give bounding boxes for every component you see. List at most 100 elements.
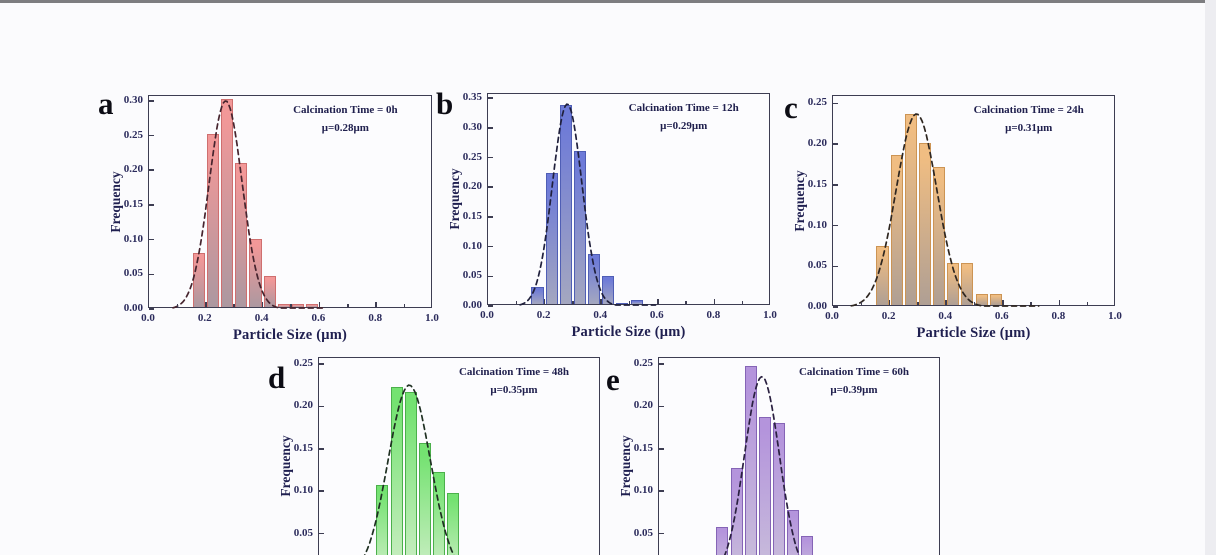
histogram-bar-c-4 <box>933 167 946 305</box>
x-axis-title-b: Particle Size (μm) <box>571 324 686 340</box>
y-tick-label-e-5: 0.25 <box>633 356 653 369</box>
histogram-bar-c-1 <box>890 155 903 305</box>
y-tick-d <box>319 532 324 535</box>
histogram-bar-b-5 <box>602 276 615 304</box>
x-minor-tick-c <box>1086 302 1089 305</box>
x-minor-tick-b <box>657 299 659 304</box>
y-tick-b <box>488 216 493 218</box>
y-tick-a <box>149 100 154 102</box>
x-minor-tick-b <box>543 299 546 304</box>
y-tick-label-c-1: 0.05 <box>807 259 827 272</box>
y-tick-label-a-3: 0.15 <box>123 197 143 210</box>
y-tick-label-b-3: 0.15 <box>462 209 482 222</box>
y-tick-b <box>488 275 493 278</box>
x-tick-label-c-1: 0.2 <box>881 310 896 322</box>
y-tick-b <box>488 245 493 248</box>
y-tick-c <box>833 184 838 186</box>
x-tick-label-c-4: 0.8 <box>1051 310 1066 322</box>
y-tick-label-c-5: 0.25 <box>807 96 827 109</box>
y-tick-label-d-4: 0.20 <box>293 399 313 412</box>
x-minor-tick-b <box>515 301 518 304</box>
x-minor-tick-c <box>1002 300 1004 305</box>
panel-letter-c: c <box>784 90 798 125</box>
annotation-title-c: Calcination Time = 24h <box>973 104 1084 116</box>
y-tick-label-c-2: 0.10 <box>807 218 827 231</box>
y-axis-title-c: Frequency <box>792 169 807 232</box>
x-tick-label-b-4: 0.8 <box>706 309 721 321</box>
x-minor-tick-a <box>347 304 349 307</box>
x-tick-label-b-5: 1.0 <box>763 309 777 321</box>
y-tick-c <box>833 306 838 308</box>
plot-area-b <box>487 93 770 307</box>
plot-area-c <box>832 95 1115 308</box>
histogram-bar-e-1 <box>730 467 743 555</box>
y-tick-label-c-4: 0.20 <box>807 137 827 150</box>
y-tick-d <box>319 363 324 365</box>
y-tick-e <box>659 448 664 450</box>
x-minor-tick-a <box>403 304 406 307</box>
y-tick-e <box>659 490 664 492</box>
y-tick-a <box>149 134 154 137</box>
histogram-bar-e-4 <box>772 423 785 555</box>
y-tick-label-a-2: 0.10 <box>123 232 143 245</box>
histogram-bar-c-8 <box>989 294 1002 305</box>
histogram-bar-a-0 <box>192 252 205 307</box>
histogram-bar-a-7 <box>292 304 305 307</box>
annotation-title-b: Calcination Time = 12h <box>628 102 739 114</box>
histogram-bar-b-1 <box>545 173 558 304</box>
x-minor-tick-a <box>318 302 321 307</box>
x-minor-tick-b <box>572 301 574 304</box>
y-tick-label-d-3: 0.15 <box>293 441 313 454</box>
x-tick-label-a-0: 0.0 <box>141 312 155 324</box>
panel-letter-e: e <box>606 362 620 397</box>
histogram-bar-e-6 <box>801 535 814 555</box>
y-tick-label-b-4: 0.20 <box>462 180 482 193</box>
x-minor-tick-a <box>375 302 377 307</box>
histogram-bar-c-6 <box>961 263 974 305</box>
annotation-mu-d: μ=0.35μm <box>490 383 538 396</box>
annotation-mu-c: μ=0.31μm <box>1005 121 1053 134</box>
y-tick-label-e-4: 0.20 <box>633 399 653 412</box>
histogram-bar-d-3 <box>418 442 431 555</box>
y-tick-c <box>833 265 838 268</box>
histogram-bar-b-2 <box>559 105 572 304</box>
y-tick-d <box>319 490 324 492</box>
x-minor-tick-a <box>261 302 264 307</box>
y-tick-label-a-6: 0.30 <box>123 93 143 106</box>
histogram-bar-d-5 <box>446 493 459 555</box>
x-tick-label-c-2: 0.4 <box>938 310 953 322</box>
annotation-title-a: Calcination Time = 0h <box>293 104 398 116</box>
plot-area-a <box>148 95 432 310</box>
y-tick-label-d-5: 0.25 <box>293 356 313 369</box>
x-axis-title-c: Particle Size (μm) <box>916 325 1031 341</box>
y-tick-label-b-0: 0.00 <box>462 299 482 311</box>
x-tick-label-a-1: 0.2 <box>197 312 212 324</box>
x-tick-label-c-3: 0.6 <box>994 310 1009 322</box>
x-minor-tick-c <box>1058 300 1061 305</box>
y-tick-d <box>319 448 324 450</box>
x-tick-label-a-2: 0.4 <box>254 312 269 324</box>
y-tick-a <box>149 308 154 310</box>
y-axis-title-e: Frequency <box>618 435 633 497</box>
y-tick-label-c-0: 0.00 <box>807 300 827 312</box>
x-minor-tick-a <box>290 304 292 307</box>
y-tick-d <box>319 405 324 408</box>
histogram-bar-e-5 <box>786 510 799 555</box>
x-minor-tick-a <box>233 304 235 307</box>
y-tick-label-b-6: 0.30 <box>462 120 482 133</box>
y-axis-title-d: Frequency <box>278 435 293 497</box>
histogram-bar-e-0 <box>716 527 729 555</box>
x-minor-tick-b <box>685 301 687 304</box>
histogram-bar-e-2 <box>744 366 757 555</box>
histogram-bar-b-4 <box>588 253 601 304</box>
y-tick-label-e-1: 0.05 <box>633 526 653 539</box>
panel-letter-a: a <box>98 86 114 121</box>
y-tick-a <box>149 273 154 276</box>
y-tick-label-e-2: 0.10 <box>633 484 653 497</box>
x-minor-tick-c <box>945 300 947 305</box>
annotation-mu-b: μ=0.29μm <box>660 119 708 132</box>
x-minor-tick-a <box>205 302 207 307</box>
x-tick-label-b-3: 0.6 <box>649 309 664 321</box>
y-tick-e <box>659 532 664 535</box>
